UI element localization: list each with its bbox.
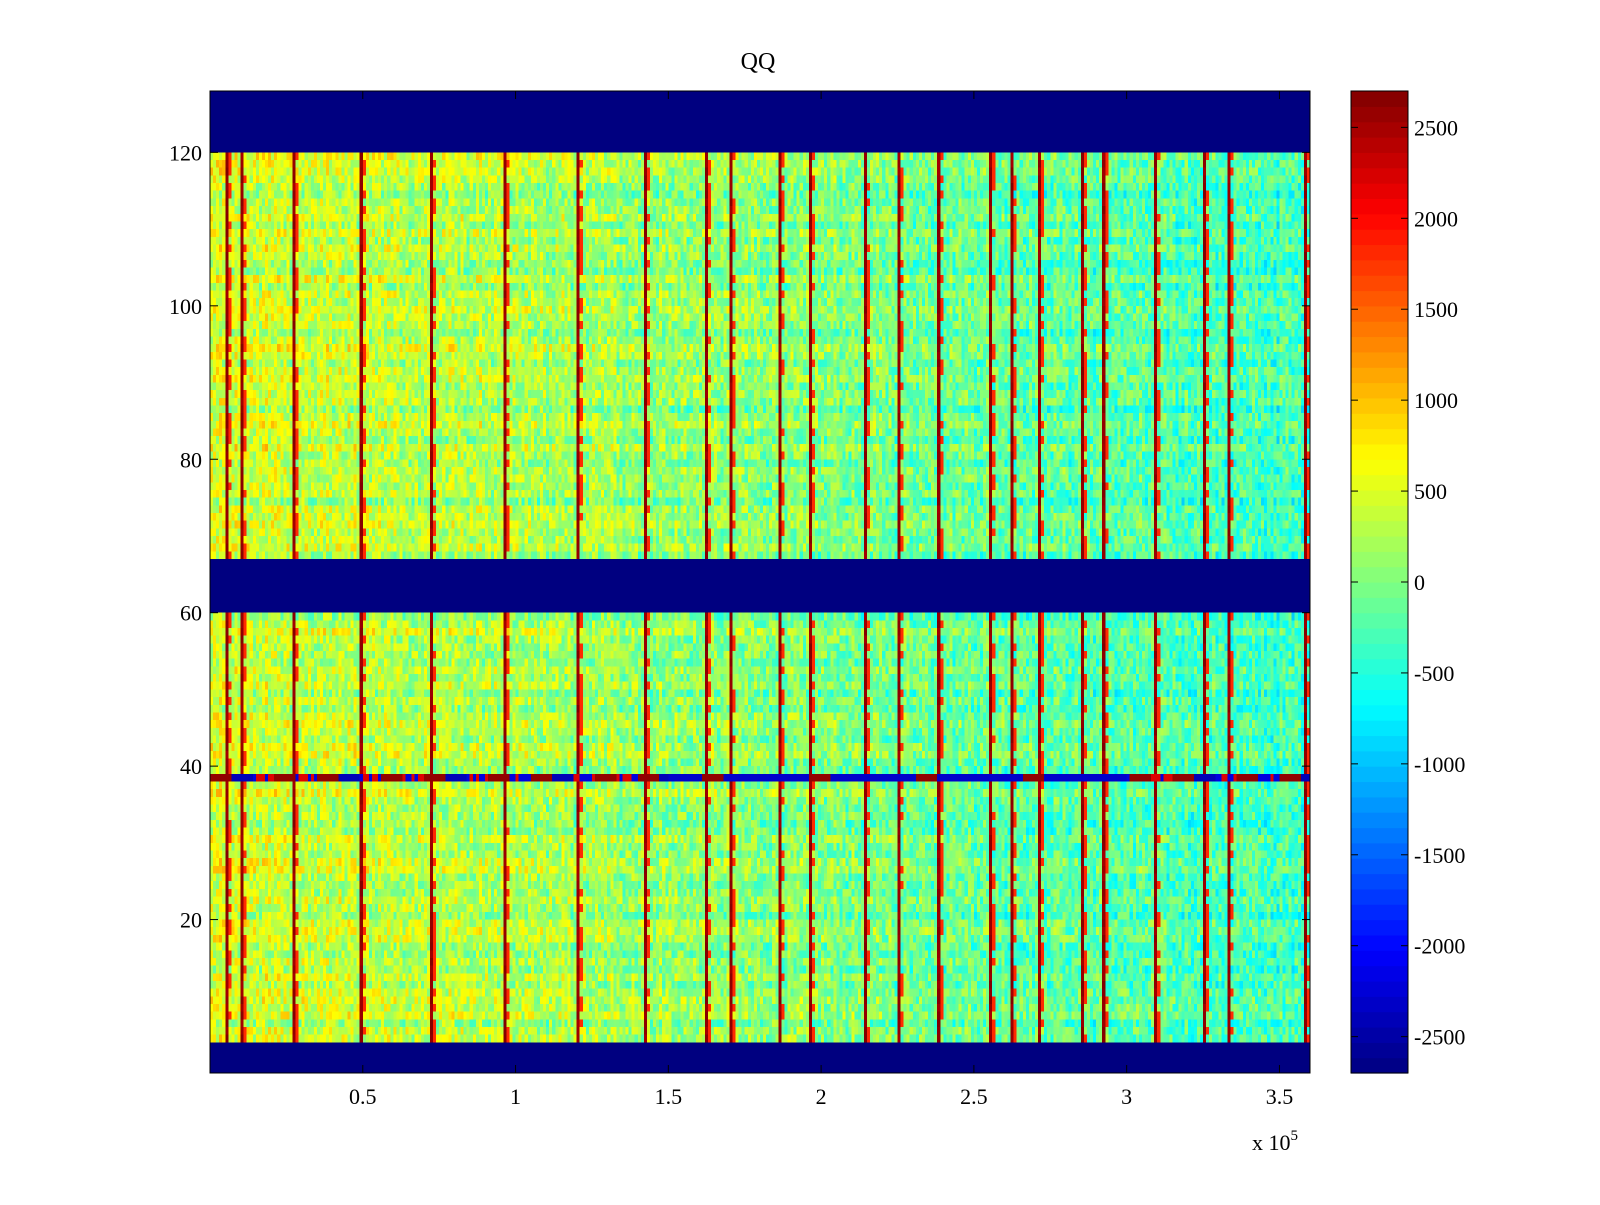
colorbar-cell [1351,735,1408,752]
y-axis: 20 40 60 80 100 120 [169,140,1310,933]
y-tick-label: 20 [180,908,202,933]
colorbar-cell [1351,275,1408,292]
colorbar-cell [1351,520,1408,537]
colorbar-tick-label: 1500 [1414,297,1458,322]
colorbar-tick-label: -1500 [1414,843,1465,868]
colorbar-cell [1351,505,1408,522]
colorbar-cell [1351,597,1408,614]
colorbar-cell [1351,167,1408,184]
colorbar-tick-label: -2000 [1414,934,1465,959]
colorbar-cell [1351,720,1408,737]
colorbar-cell [1351,1026,1408,1043]
colorbar-cell [1351,965,1408,982]
colorbar-cell [1351,689,1408,706]
colorbar-cell [1351,812,1408,829]
x-exponent-label: x 105 [1252,1128,1298,1155]
x-tick-label: 2.5 [960,1084,988,1109]
colorbar-cell [1351,321,1408,338]
colorbar-cell [1351,996,1408,1013]
colorbar-cell [1351,106,1408,123]
colorbar-cell [1351,459,1408,476]
colorbar-tick-label: -1000 [1414,752,1465,777]
colorbar: 2500 2000 1500 1000 500 0 -500 -1000 -1500 -2000 -… [1350,90,1465,1074]
colorbar-cell [1351,842,1408,859]
x-tick-label: 3.5 [1266,1084,1294,1109]
colorbar-tick-label: 1000 [1414,388,1458,413]
colorbar-cell [1351,919,1408,936]
heatmap-cells [210,91,1310,1073]
x-tick-label: 1 [510,1084,521,1109]
colorbar-cell [1351,443,1408,460]
colorbar-cell [1351,904,1408,921]
chart-title: QQ [741,49,776,75]
colorbar-cell [1351,1042,1408,1059]
colorbar-cell [1351,980,1408,997]
colorbar-cell [1351,121,1408,138]
colorbar-cell [1351,582,1408,598]
x-tick-label: 2 [816,1084,827,1109]
colorbar-cell [1351,351,1408,368]
colorbar-cell [1351,781,1408,798]
x-tick-label: 3 [1121,1084,1132,1109]
colorbar-cell [1351,137,1408,153]
colorbar-tick-label: 2500 [1414,115,1458,140]
colorbar-cell [1351,336,1408,353]
colorbar-tick-label: -2500 [1414,1025,1465,1050]
colorbar-cell [1351,658,1408,675]
colorbar-cell [1351,183,1408,200]
colorbar-cell [1351,750,1408,767]
colorbar-cell [1351,873,1408,890]
colorbar-cell [1351,244,1408,261]
colorbar-cell [1351,1057,1408,1074]
colorbar-cell [1351,213,1408,230]
colorbar-cell [1351,612,1408,629]
colorbar-cell [1351,950,1408,967]
colorbar-cell [1351,290,1408,307]
colorbar-cell [1351,566,1408,583]
colorbar-cell [1351,413,1408,430]
colorbar-cell [1351,674,1408,691]
y-tick-label: 40 [180,754,202,779]
y-tick-label: 100 [169,294,202,319]
colorbar-cell [1351,152,1408,169]
colorbar-cell [1351,628,1408,644]
colorbar-cell [1351,198,1408,215]
colorbar-cell [1351,858,1408,875]
y-tick-label: 120 [169,140,202,165]
y-tick-label: 60 [180,601,202,626]
x-tick-label: 1.5 [655,1084,683,1109]
colorbar-cell [1351,643,1408,660]
colorbar-cell [1351,489,1408,506]
colorbar-cell [1351,305,1408,322]
colorbar-cell [1351,259,1408,276]
colorbar-cell [1351,704,1408,721]
colorbar-cell [1351,428,1408,445]
colorbar-tick-label: 500 [1414,479,1447,504]
colorbar-tick-label: -500 [1414,661,1454,686]
colorbar-tick-label: 0 [1414,570,1425,595]
colorbar-cell [1351,91,1408,107]
colorbar-cell [1351,766,1408,783]
colorbar-cell [1351,551,1408,568]
colorbar-cell [1351,827,1408,844]
colorbar-cell [1351,934,1408,951]
x-tick-label: 0.5 [349,1084,377,1109]
colorbar-cell [1351,796,1408,813]
y-tick-label: 80 [180,447,202,472]
plot-frame [209,90,1311,1074]
heatmap-image [210,91,1310,1073]
colorbar-cell [1351,1011,1408,1028]
colorbar-cell [1351,382,1408,399]
colorbar-cell [1351,474,1408,491]
x-axis: 0.5 1 1.5 2 2.5 3 3.5 [349,91,1293,1109]
colorbar-cell [1351,535,1408,552]
colorbar-cell [1351,397,1408,414]
colorbar-tick-label: 2000 [1414,206,1458,231]
colorbar-cell [1351,367,1408,384]
colorbar-cell [1351,229,1408,246]
colorbar-cell [1351,888,1408,905]
